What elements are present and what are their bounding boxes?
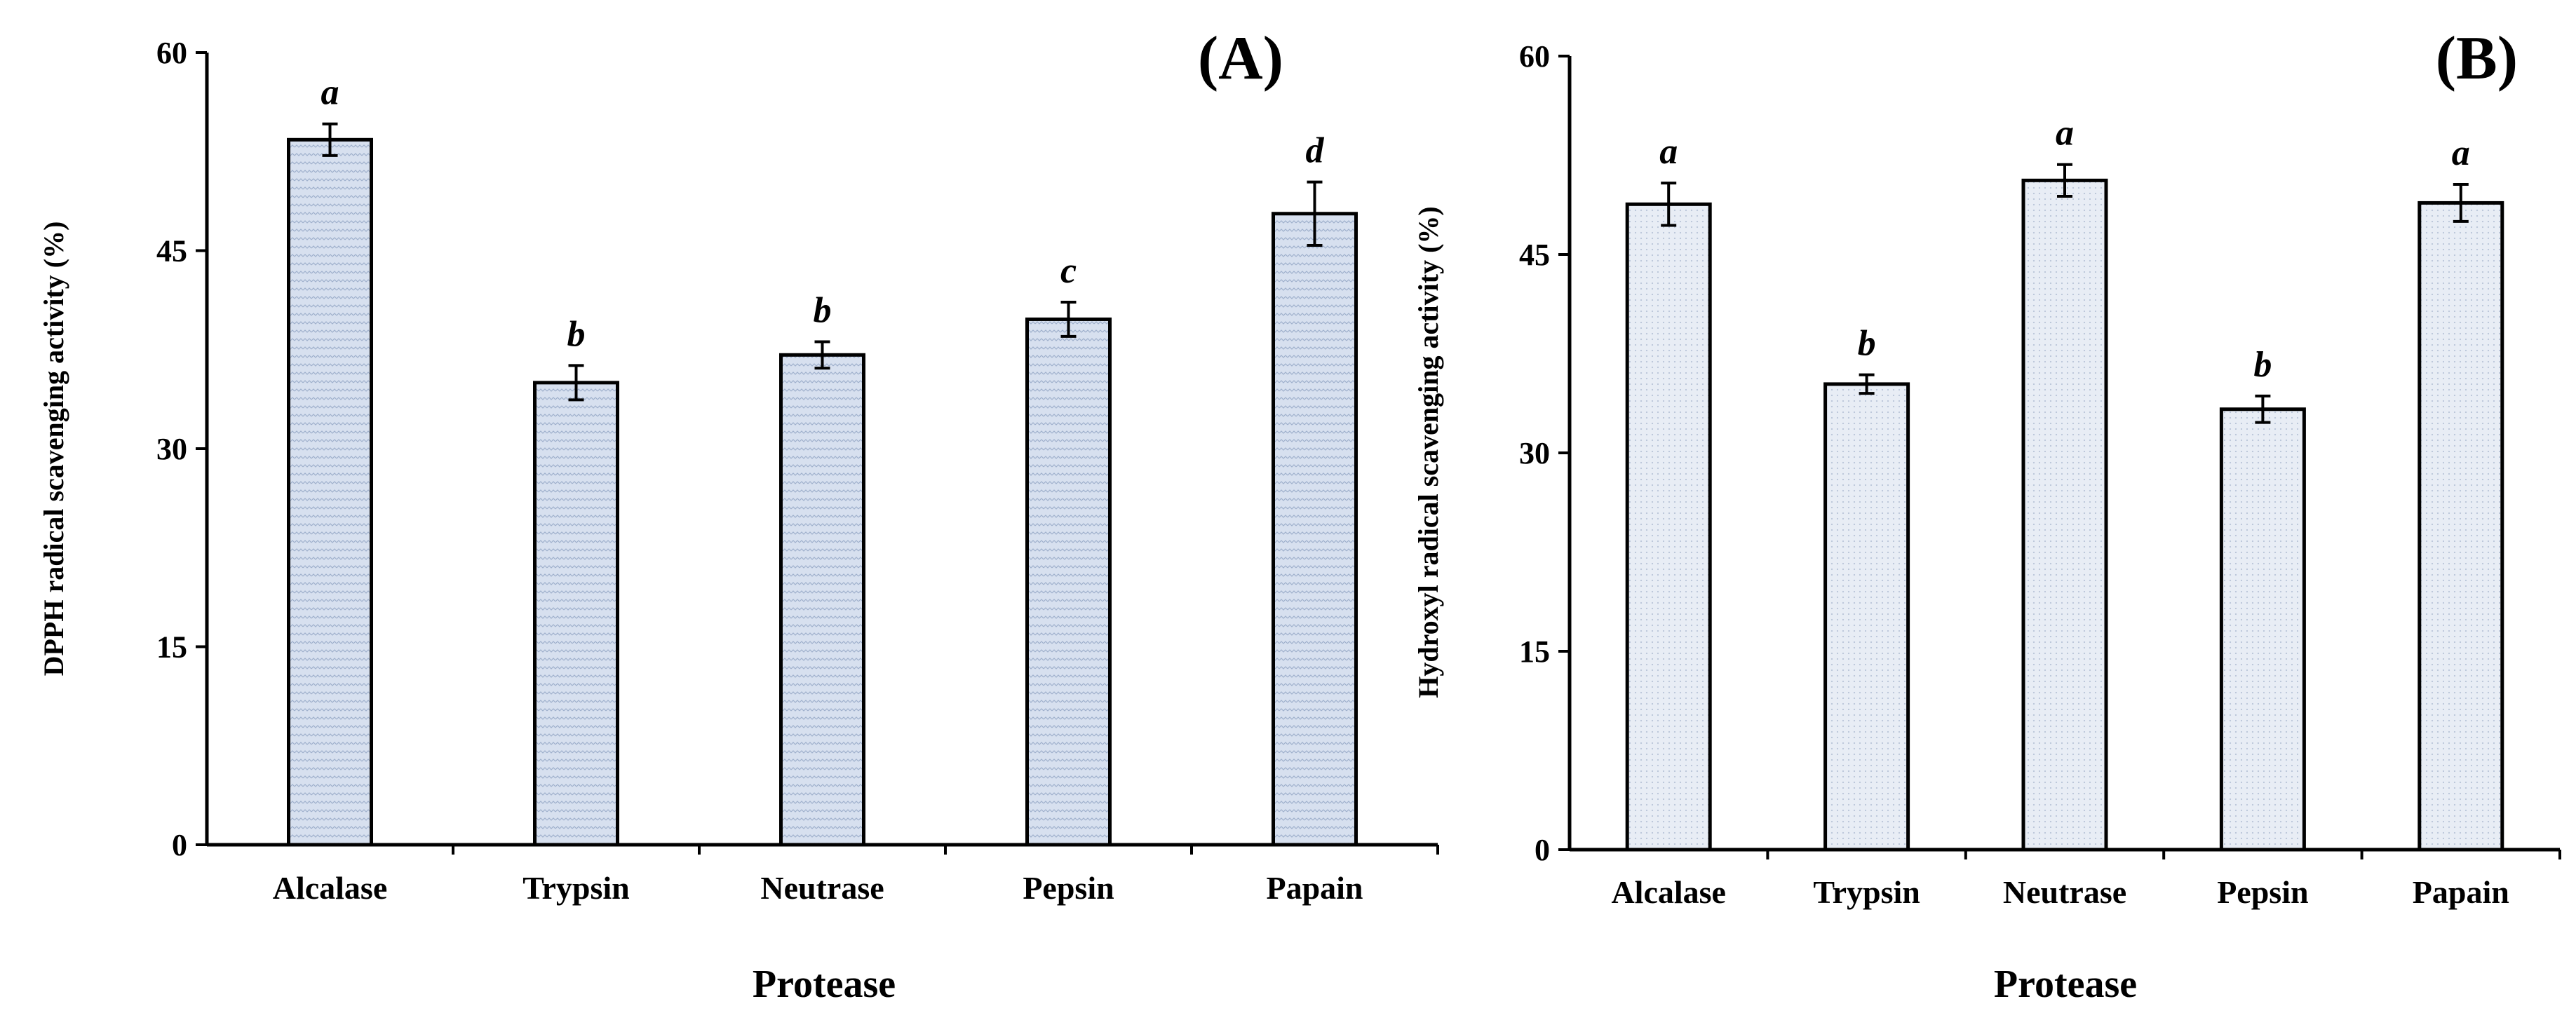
y-tick-label-b: 15: [1519, 634, 1550, 669]
bar-series-b: a b a b a: [1625, 114, 2504, 852]
significance-label-a: b: [814, 290, 832, 330]
x-tick-label-b: Neutrase: [2003, 874, 2126, 910]
x-tick-label-b: Papain: [2413, 874, 2509, 910]
y-axis-label-b: Hydroxyl radical scavenging activity (%): [1412, 206, 1444, 698]
x-axis-label-a: Protease: [753, 963, 896, 1006]
x-tick-label-b: Trypsin: [1813, 874, 1920, 910]
x-tick-label-b: Pepsin: [2217, 874, 2308, 910]
x-tick-label-a: Pepsin: [1023, 870, 1114, 906]
panel-label-b: (B): [2436, 25, 2518, 93]
significance-label-b: b: [1858, 324, 1876, 364]
y-ticks-b: 0 15 30 45 60: [1519, 39, 1570, 867]
significance-label-a: c: [1060, 251, 1077, 291]
bar-b-pepsin: [2219, 407, 2306, 852]
y-tick-label-a: 60: [156, 36, 187, 70]
y-tick-label-b: 45: [1519, 238, 1550, 272]
significance-label-b: a: [2056, 114, 2074, 154]
significance-label-b: a: [2452, 133, 2470, 173]
y-axis-label-a: DPPH radical scavenging activity (%): [38, 222, 69, 677]
significance-label-a: a: [321, 73, 339, 113]
panel-label-a: (A): [1198, 25, 1283, 93]
bar-a-pepsin: [1025, 317, 1112, 847]
y-tick-label-b: 0: [1535, 833, 1550, 867]
x-ticks-b: Alcalase Trypsin Neutrase Pepsin Papain: [1611, 850, 2561, 910]
panel-a: (A) DPPH radical scavenging activity (%)…: [38, 25, 1439, 1006]
y-ticks-a: 0 15 30 45 60: [156, 36, 207, 862]
y-tick-label-b: 60: [1519, 39, 1550, 74]
x-tick-label-b: Alcalase: [1611, 874, 1726, 910]
bar-b-neutrase: [2021, 178, 2108, 852]
y-tick-label-a: 15: [156, 630, 187, 665]
bar-a-trypsin: [533, 381, 619, 847]
significance-label-b: a: [1659, 132, 1678, 172]
x-axis-label-b: Protease: [1994, 963, 2137, 1006]
y-tick-label-a: 45: [156, 234, 187, 268]
significance-label-a: b: [567, 314, 586, 354]
bar-a-papain: [1272, 212, 1358, 847]
panel-b: (B) Hydroxyl radical scavenging activity…: [1412, 25, 2561, 1006]
bar-a-alcalase: [287, 137, 373, 847]
bar-a-neutrase: [779, 353, 865, 847]
significance-label-b: b: [2253, 345, 2272, 385]
y-tick-label-a: 30: [156, 432, 187, 466]
x-tick-label-a: Neutrase: [760, 870, 884, 906]
significance-label-a: d: [1306, 131, 1325, 171]
x-tick-label-a: Papain: [1266, 870, 1363, 906]
bar-series-a: a b b c d: [287, 73, 1358, 847]
bar-b-papain: [2417, 200, 2504, 852]
x-tick-label-a: Alcalase: [273, 870, 388, 906]
x-tick-label-a: Trypsin: [522, 870, 630, 906]
y-tick-label-b: 30: [1519, 436, 1550, 470]
x-ticks-a: Alcalase Trypsin Neutrase Pepsin Papain: [273, 845, 1439, 906]
bar-b-alcalase: [1625, 202, 1712, 852]
bar-b-trypsin: [1823, 382, 1910, 852]
y-tick-label-a: 0: [172, 828, 187, 862]
